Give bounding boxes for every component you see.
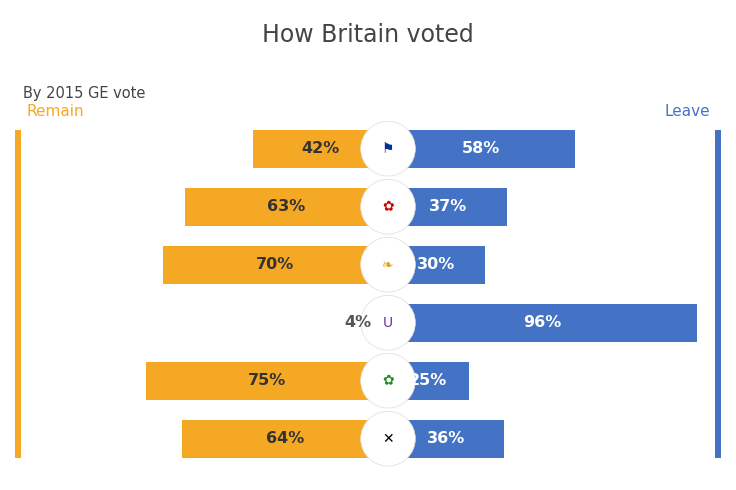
Text: ✿: ✿ <box>382 374 394 388</box>
Text: 58%: 58% <box>462 141 500 156</box>
Circle shape <box>361 353 415 408</box>
Text: 30%: 30% <box>417 257 456 272</box>
Bar <box>388 420 504 458</box>
Text: 25%: 25% <box>409 373 447 388</box>
Bar <box>375 304 388 342</box>
Bar <box>252 130 388 168</box>
Text: ❧: ❧ <box>382 258 394 271</box>
Text: ⚑: ⚑ <box>382 142 394 156</box>
Bar <box>15 130 21 458</box>
Circle shape <box>361 237 415 292</box>
Bar <box>388 304 697 342</box>
Bar <box>185 188 388 226</box>
Circle shape <box>361 411 415 466</box>
Circle shape <box>361 179 415 234</box>
Text: How Britain voted: How Britain voted <box>262 23 474 47</box>
Text: 75%: 75% <box>248 373 286 388</box>
Text: ✕: ✕ <box>382 432 394 446</box>
Text: 96%: 96% <box>523 315 562 330</box>
Text: 37%: 37% <box>428 199 467 214</box>
Text: ✿: ✿ <box>382 200 394 214</box>
Bar <box>182 420 388 458</box>
Text: Leave: Leave <box>665 104 710 119</box>
Bar <box>388 188 507 226</box>
Text: 63%: 63% <box>267 199 305 214</box>
Circle shape <box>361 295 415 350</box>
Bar <box>146 362 388 400</box>
Text: 36%: 36% <box>427 431 465 446</box>
Text: U: U <box>383 316 393 330</box>
Circle shape <box>361 122 415 176</box>
Text: 4%: 4% <box>344 315 371 330</box>
Bar <box>388 245 484 284</box>
Text: 42%: 42% <box>301 141 339 156</box>
Text: 64%: 64% <box>266 431 304 446</box>
Text: By 2015 GE vote: By 2015 GE vote <box>23 86 146 101</box>
Bar <box>388 130 575 168</box>
Bar <box>163 245 388 284</box>
Text: Remain: Remain <box>26 104 84 119</box>
Bar <box>715 130 721 458</box>
Text: 70%: 70% <box>256 257 294 272</box>
Bar <box>388 362 469 400</box>
